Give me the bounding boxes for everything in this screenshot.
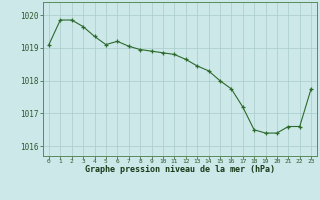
X-axis label: Graphe pression niveau de la mer (hPa): Graphe pression niveau de la mer (hPa) — [85, 165, 275, 174]
